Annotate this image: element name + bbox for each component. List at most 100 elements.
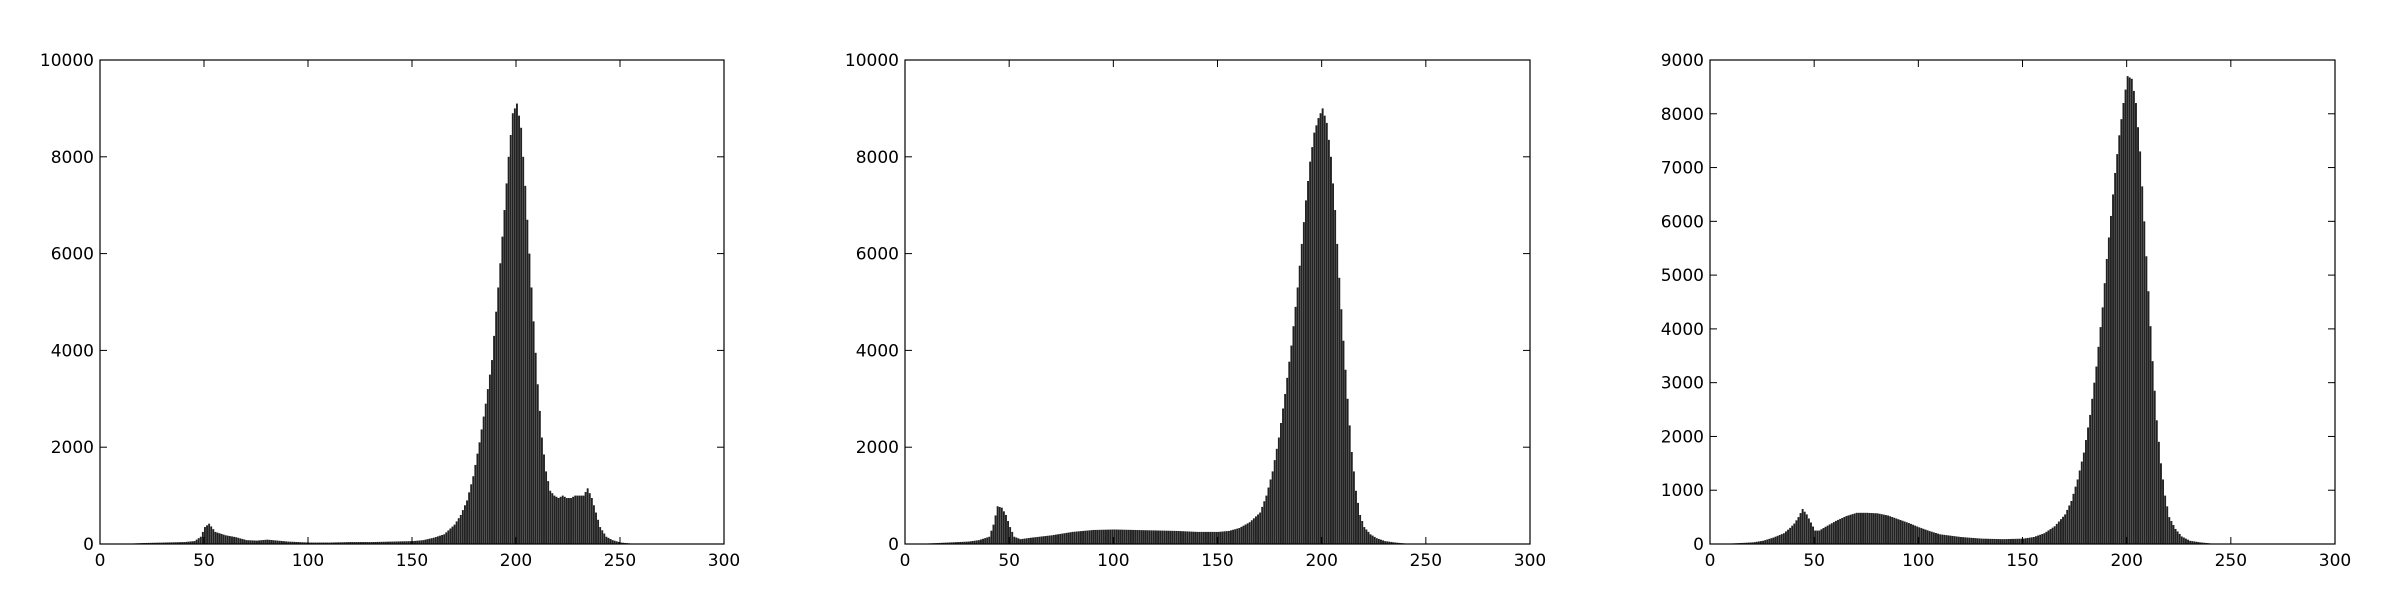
histogram-bar: [262, 540, 265, 544]
histogram-bar: [318, 542, 321, 544]
histogram-bar: [965, 541, 968, 544]
histogram-bar: [536, 384, 539, 544]
histogram-bar: [316, 542, 319, 544]
histogram-bar: [1080, 531, 1082, 544]
histogram-bar: [617, 541, 620, 544]
histogram-bar: [1995, 539, 1998, 544]
histogram-bar: [343, 542, 346, 544]
histogram-bar: [264, 539, 267, 544]
histogram-bar: [1747, 542, 1750, 544]
histogram-bar: [513, 108, 516, 545]
histogram-bar: [1255, 516, 1257, 544]
histogram-bar: [944, 542, 947, 544]
histogram-bar: [1100, 529, 1103, 544]
histogram-bar: [368, 542, 371, 544]
histogram-bar: [1186, 531, 1189, 544]
histogram-bar: [530, 287, 533, 544]
histogram-bar: [603, 533, 606, 544]
histogram-bar: [260, 540, 263, 544]
histogram-bar: [1951, 535, 1954, 544]
histogram-bar: [189, 541, 192, 544]
y-tick-label: 10000: [845, 51, 899, 71]
histogram-bar: [1824, 526, 1827, 544]
histogram-bar: [1034, 537, 1037, 544]
histogram-bar: [1121, 529, 1124, 544]
histogram-bar: [1021, 538, 1024, 544]
y-tick-label: 2000: [856, 438, 899, 458]
histogram-bar: [1814, 530, 1817, 544]
histogram-bar: [168, 542, 171, 544]
histogram-bar: [2020, 538, 2023, 544]
histogram-bar: [2022, 538, 2025, 544]
plot-area: [905, 60, 1530, 544]
histogram-bar: [1757, 541, 1760, 544]
histogram-bar: [1061, 533, 1064, 544]
histogram-bar: [1023, 538, 1026, 544]
histogram-bar: [2185, 538, 2187, 544]
histogram-bar: [278, 540, 281, 544]
histogram-bar: [289, 541, 292, 544]
histogram-bar: [2055, 523, 2058, 544]
histogram-bar: [2139, 151, 2142, 545]
histogram-bar: [613, 540, 616, 544]
histogram-bar: [1960, 537, 1962, 544]
histogram-bar: [2101, 307, 2104, 544]
histogram-bar: [1111, 529, 1114, 544]
y-tick-label: 10000: [40, 51, 94, 71]
histogram-bar: [998, 506, 1001, 544]
histogram-bar: [2016, 538, 2019, 544]
histogram-bar: [1225, 531, 1228, 544]
histogram-bar: [532, 321, 535, 544]
histogram-bar: [620, 542, 622, 544]
histogram-bar: [241, 538, 244, 544]
histogram-bar: [2105, 258, 2108, 544]
histogram-bar: [553, 495, 556, 544]
histogram-bar: [1363, 527, 1366, 544]
histogram-bar: [422, 540, 425, 544]
histogram-bar: [466, 500, 468, 544]
histogram-bar: [1359, 514, 1362, 544]
histogram-bar: [1789, 527, 1792, 544]
histogram-bar: [374, 541, 377, 544]
histogram-bar: [272, 540, 275, 544]
histogram-bar: [1165, 530, 1168, 544]
x-tick-label: 50: [998, 551, 1020, 571]
histogram-bar: [1038, 536, 1041, 544]
histogram-bar: [1167, 530, 1170, 544]
histogram-bar: [1055, 534, 1057, 544]
histogram-bar: [405, 541, 408, 544]
histogram-bar: [1215, 531, 1218, 544]
histogram-bar: [1313, 132, 1316, 544]
histogram-bar: [1872, 513, 1875, 544]
histogram-bar: [1115, 529, 1118, 544]
histogram-bar: [1065, 532, 1068, 544]
histogram-bar: [193, 541, 196, 544]
x-tick-label: 250: [1410, 551, 1442, 571]
histogram-bar: [1280, 423, 1282, 544]
histogram-bar: [2197, 542, 2200, 544]
histogram-bar: [387, 541, 389, 544]
y-tick-label: 3000: [1661, 374, 1704, 394]
histogram-bar: [235, 537, 238, 544]
histogram-bar: [1803, 511, 1806, 544]
histogram-bar: [1847, 515, 1850, 544]
histogram-bar: [1901, 520, 1904, 544]
histogram-bar: [399, 541, 402, 544]
histogram-bar: [1987, 538, 1989, 544]
histogram-bar: [1130, 529, 1132, 544]
histogram-bar: [239, 538, 242, 544]
histogram-bar: [977, 540, 980, 544]
histogram-bar: [1213, 531, 1216, 544]
histogram-bar: [1868, 512, 1871, 544]
y-tick-label: 4000: [1661, 320, 1704, 340]
histogram-bar: [1344, 369, 1347, 544]
histogram-bar: [1862, 512, 1864, 544]
histogram-bar: [445, 532, 448, 544]
histogram-bar: [1810, 522, 1812, 544]
histogram-bar: [1945, 535, 1948, 544]
histogram-bar: [597, 519, 600, 544]
histogram-bar: [2064, 514, 2067, 544]
y-tick-label: 8000: [856, 148, 899, 168]
histogram-bar: [622, 542, 624, 544]
histogram-bar: [2026, 537, 2029, 544]
